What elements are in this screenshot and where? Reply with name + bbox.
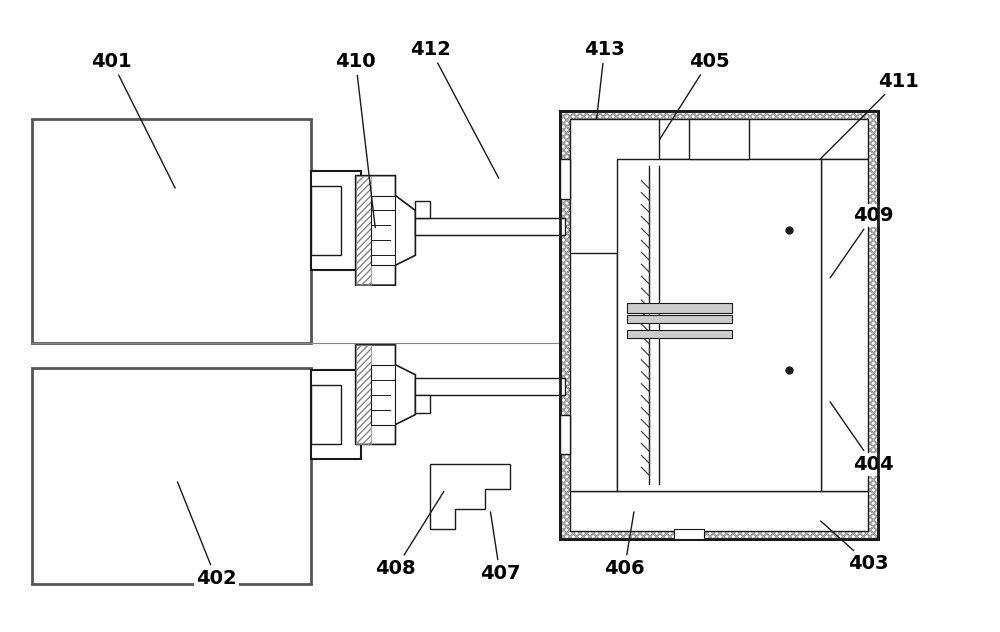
Bar (617, 159, 821, 491)
Text: 412: 412 (410, 40, 499, 178)
Bar (689, 119, 749, 159)
Bar (570, 119, 868, 159)
Bar (570, 119, 659, 253)
Bar (821, 159, 868, 491)
Text: 409: 409 (830, 206, 894, 278)
Bar (570, 491, 868, 531)
Bar (311, 171, 361, 270)
Bar (560, 111, 878, 539)
Bar (32, 368, 311, 584)
Bar (821, 159, 868, 491)
Text: 407: 407 (480, 512, 520, 583)
Polygon shape (356, 345, 415, 444)
Text: 408: 408 (375, 492, 444, 578)
Bar (311, 385, 341, 444)
Bar (560, 415, 570, 454)
Bar (560, 111, 878, 539)
Bar (560, 111, 878, 539)
Circle shape (777, 268, 801, 292)
Bar (570, 159, 617, 491)
Text: 410: 410 (335, 52, 376, 228)
Text: 402: 402 (177, 482, 237, 588)
Polygon shape (415, 219, 565, 235)
Bar (32, 119, 311, 343)
Text: 403: 403 (821, 521, 889, 573)
Bar (627, 303, 732, 313)
Polygon shape (415, 394, 430, 413)
Bar (311, 370, 361, 459)
Polygon shape (430, 465, 510, 529)
Text: 404: 404 (830, 402, 894, 474)
Text: 401: 401 (91, 52, 175, 188)
Bar (674, 529, 704, 539)
Polygon shape (371, 365, 395, 425)
Bar (570, 159, 617, 491)
Text: 411: 411 (821, 71, 919, 159)
Bar (570, 491, 868, 531)
Bar (570, 119, 868, 159)
Text: 406: 406 (604, 512, 645, 578)
Polygon shape (371, 195, 395, 265)
Bar (560, 159, 570, 198)
Polygon shape (356, 176, 415, 285)
Bar (311, 186, 341, 255)
Circle shape (773, 324, 805, 356)
Polygon shape (415, 200, 430, 219)
Polygon shape (415, 378, 565, 394)
Bar (560, 111, 878, 539)
Bar (627, 330, 732, 338)
Text: 405: 405 (651, 52, 729, 154)
Bar (570, 119, 659, 253)
Bar (627, 315, 732, 323)
Text: 413: 413 (584, 40, 625, 178)
